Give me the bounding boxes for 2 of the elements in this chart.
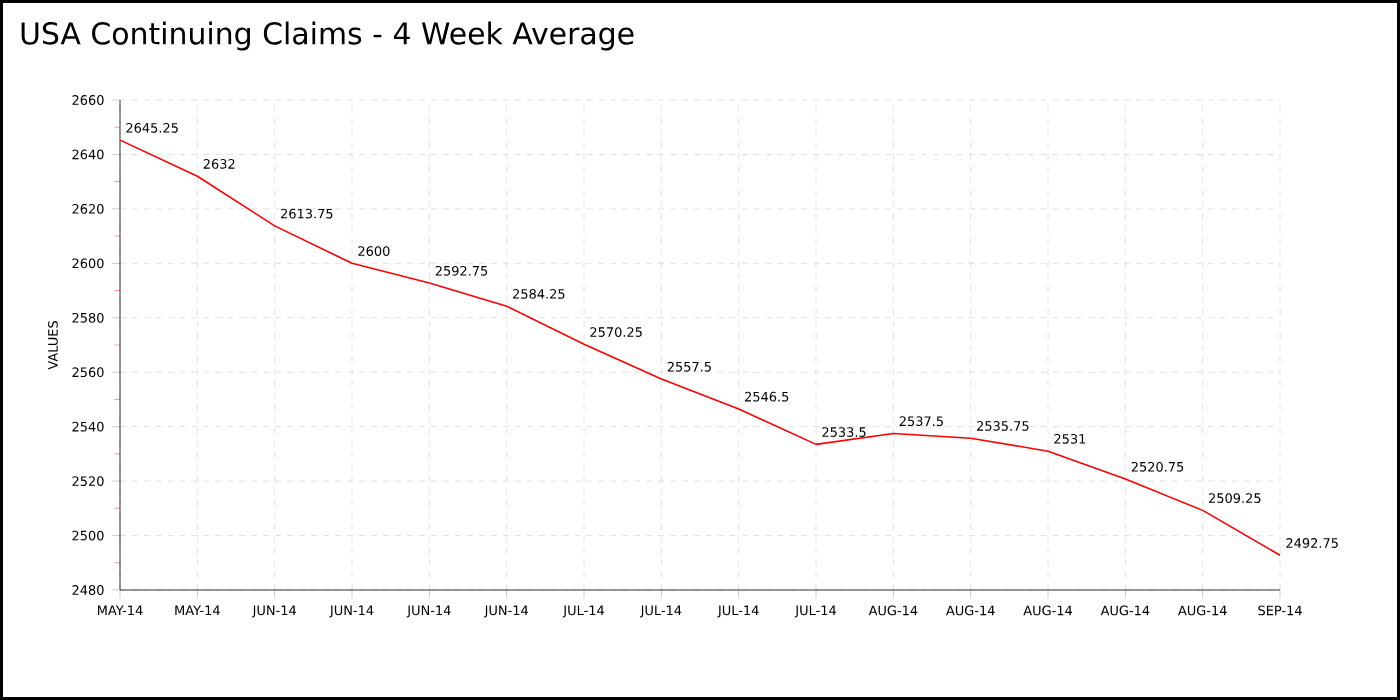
line-series [119, 139, 1281, 557]
chart-title: USA Continuing Claims - 4 Week Average [21, 21, 634, 51]
